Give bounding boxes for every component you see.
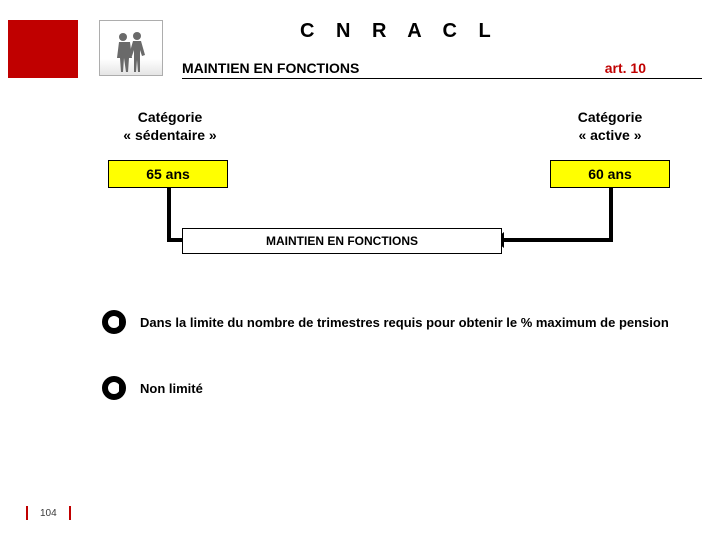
age-right-text: 60 ans bbox=[588, 166, 632, 182]
connector-horizontal-left bbox=[167, 238, 182, 242]
category-left-label: Catégorie « sédentaire » bbox=[90, 108, 250, 144]
bullet-row-1: Dans la limite du nombre de trimestres r… bbox=[102, 310, 702, 334]
arrow-bullet-head bbox=[119, 383, 126, 393]
bullet-row-2: Non limité bbox=[102, 376, 702, 400]
category-right-line1: Catégorie bbox=[540, 108, 680, 126]
page-subtitle: MAINTIEN EN FONCTIONS bbox=[182, 60, 359, 76]
slide-header: C N R A C L MAINTIEN EN FONCTIONS art. 1… bbox=[0, 0, 720, 78]
page-title: C N R A C L bbox=[300, 20, 499, 43]
bullet-1-text: Dans la limite du nombre de trimestres r… bbox=[140, 315, 669, 330]
header-rule bbox=[182, 78, 702, 79]
arrow-bullet-head bbox=[119, 317, 126, 327]
people-silhouette-icon bbox=[111, 29, 151, 75]
connector-horizontal-right bbox=[502, 238, 613, 242]
maintien-box: MAINTIEN EN FONCTIONS bbox=[182, 228, 502, 254]
brand-red-square bbox=[8, 20, 78, 78]
connector-vertical-right bbox=[609, 188, 613, 238]
page-bar-right bbox=[69, 506, 71, 520]
page-number-mark: 104 bbox=[26, 506, 71, 520]
article-ref: art. 10 bbox=[605, 60, 646, 76]
subtitle-row: MAINTIEN EN FONCTIONS art. 10 bbox=[182, 60, 702, 76]
page-number: 104 bbox=[40, 508, 57, 519]
arrow-bullet-icon bbox=[102, 310, 126, 334]
bullet-2-text: Non limité bbox=[140, 381, 203, 396]
age-box-right: 60 ans bbox=[550, 160, 670, 188]
category-right-label: Catégorie « active » bbox=[540, 108, 680, 144]
connector-vertical-left bbox=[167, 188, 171, 238]
category-right-line2: « active » bbox=[540, 126, 680, 144]
category-left-line2: « sédentaire » bbox=[90, 126, 250, 144]
page-bar-left bbox=[26, 506, 28, 520]
category-left-line1: Catégorie bbox=[90, 108, 250, 126]
arrow-bullet-icon bbox=[102, 376, 126, 400]
age-box-left: 65 ans bbox=[108, 160, 228, 188]
age-left-text: 65 ans bbox=[146, 166, 190, 182]
maintien-box-text: MAINTIEN EN FONCTIONS bbox=[266, 234, 418, 248]
logo-box bbox=[99, 20, 163, 76]
